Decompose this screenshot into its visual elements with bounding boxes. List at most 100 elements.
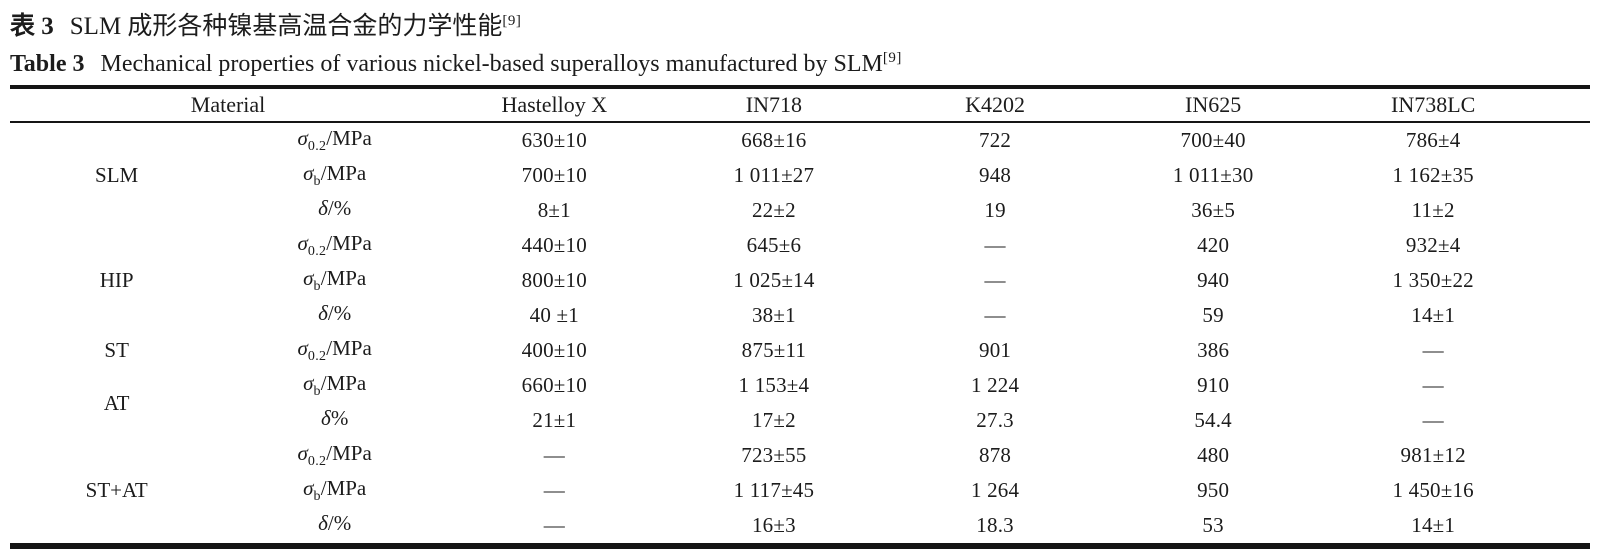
property-label: σ0.2/MPa (297, 231, 372, 259)
value-cell: 875±11 (741, 338, 807, 362)
value-cell: — (543, 513, 565, 537)
value-cell: 8±1 (537, 198, 571, 222)
value-cell: 910 (1197, 373, 1230, 397)
property-label: σb/MPa (303, 266, 367, 294)
value-cell: 878 (979, 443, 1012, 467)
value-cell: 723±55 (741, 443, 807, 467)
property-label: σ0.2/MPa (297, 126, 372, 154)
sigma-symbol: σ (303, 371, 314, 395)
property-label: σb/MPa (303, 476, 367, 504)
value-cell: 420 (1197, 233, 1230, 257)
value-cell: — (984, 233, 1006, 257)
value-cell: — (1422, 408, 1444, 432)
property-label: δ% (321, 406, 349, 430)
value-cell: 440±10 (521, 233, 587, 257)
value-cell: 660±10 (521, 373, 587, 397)
property-label: σb/MPa (303, 161, 367, 189)
value-cell: 14±1 (1411, 513, 1456, 537)
property-label: δ/% (318, 301, 352, 325)
value-cell: 901 (979, 338, 1012, 362)
value-cell: — (543, 478, 565, 502)
column-header-material: Material (190, 92, 266, 117)
value-cell: — (1422, 373, 1444, 397)
sigma-symbol: σ (297, 441, 308, 465)
table-row: δ/% 8±1 22±2 19 36±5 11±2 (10, 193, 1590, 228)
value-cell: 700±10 (521, 163, 587, 187)
process-label-slm: SLM (95, 163, 139, 187)
table-caption-en: Table 3 Mechanical properties of various … (10, 43, 1590, 80)
table-row: σb/MPa — 1 117±45 1 264 950 1 450±16 (10, 473, 1590, 508)
caption-text-en: Mechanical properties of various nickel-… (100, 51, 883, 77)
column-header-in738lc: IN738LC (1391, 92, 1476, 117)
value-cell: 1 450±16 (1392, 478, 1474, 502)
column-header-k4202: K4202 (965, 92, 1026, 117)
table-row: σb/MPa 800±10 1 025±14 — 940 1 350±22 (10, 263, 1590, 298)
value-cell: 59 (1202, 303, 1224, 327)
value-cell: — (1422, 338, 1444, 362)
table-caption-zh: 表 3 SLM 成形各种镍基高温合金的力学性能[9] (10, 5, 1590, 43)
value-cell: 786±4 (1405, 128, 1461, 152)
table-row: HIP σ0.2/MPa 440±10 645±6 — 420 932±4 (10, 228, 1590, 292)
value-cell: 950 (1197, 478, 1230, 502)
value-cell: — (984, 268, 1006, 292)
sigma-symbol: σ (297, 231, 308, 255)
value-cell: 27.3 (976, 408, 1014, 432)
reference-superscript: [9] (882, 50, 902, 66)
value-cell: 940 (1197, 268, 1230, 292)
header-row: Material Hastelloy X IN718 K4202 IN625 I… (10, 87, 1590, 122)
sigma-symbol: σ (303, 476, 314, 500)
value-cell: 1 264 (970, 478, 1020, 502)
value-cell: 36±5 (1191, 198, 1236, 222)
value-cell: 1 025±14 (733, 268, 815, 292)
value-cell: 40 ±1 (529, 303, 579, 327)
reference-superscript: [9] (502, 13, 522, 29)
value-cell: 981±12 (1400, 443, 1466, 467)
property-label: σ0.2/MPa (297, 441, 372, 469)
value-cell: 16±3 (751, 513, 796, 537)
value-cell: 54.4 (1194, 408, 1232, 432)
sigma-symbol: σ (297, 336, 308, 360)
property-label: δ/% (318, 511, 352, 535)
value-cell: — (543, 443, 565, 467)
value-cell: 630±10 (521, 128, 587, 152)
delta-symbol: δ (318, 511, 328, 535)
sigma-symbol: σ (303, 161, 314, 185)
process-label-st: ST (104, 338, 129, 362)
caption-text-zh: SLM 成形各种镍基高温合金的力学性能 (69, 13, 503, 40)
value-cell: 1 162±35 (1392, 163, 1474, 187)
table-row: σb/MPa 700±10 1 011±27 948 1 011±30 1 16… (10, 158, 1590, 193)
table-row: δ/% — 16±3 18.3 53 14±1 (10, 508, 1590, 546)
value-cell: 11±2 (1411, 198, 1455, 222)
value-cell: 18.3 (976, 513, 1014, 537)
property-label: σb/MPa (303, 371, 367, 399)
value-cell: 700±40 (1180, 128, 1246, 152)
value-cell: 948 (979, 163, 1012, 187)
column-header-in718: IN718 (745, 92, 802, 117)
sigma-symbol: σ (297, 126, 308, 150)
value-cell: — (984, 303, 1006, 327)
value-cell: 14±1 (1411, 303, 1456, 327)
value-cell: 480 (1197, 443, 1230, 467)
value-cell: 1 011±30 (1172, 163, 1254, 187)
table-row: δ% 21±1 17±2 27.3 54.4 — (10, 403, 1590, 438)
value-cell: 400±10 (521, 338, 587, 362)
table-row: ST σ0.2/MPa 400±10 875±11 901 386 — (10, 333, 1590, 368)
value-cell: 22±2 (751, 198, 796, 222)
value-cell: 1 350±22 (1392, 268, 1474, 292)
value-cell: 1 011±27 (733, 163, 815, 187)
value-cell: 932±4 (1405, 233, 1461, 257)
table-number-en: Table 3 (10, 51, 85, 77)
table-row: SLM σ0.2/MPa 630±10 668±16 722 700±40 78… (10, 122, 1590, 187)
delta-symbol: δ (321, 406, 331, 430)
value-cell: 17±2 (751, 408, 796, 432)
value-cell: 21±1 (532, 408, 577, 432)
process-label-hip: HIP (99, 268, 134, 292)
column-header-in625: IN625 (1185, 92, 1242, 117)
value-cell: 800±10 (521, 268, 587, 292)
delta-symbol: δ (318, 196, 328, 220)
property-label: δ/% (318, 196, 352, 220)
process-label-at: AT (103, 390, 130, 415)
value-cell: 645±6 (746, 233, 802, 257)
value-cell: 1 153±4 (738, 373, 810, 397)
